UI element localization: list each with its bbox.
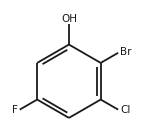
Text: F: F	[12, 105, 18, 115]
Text: OH: OH	[61, 14, 77, 24]
Text: Cl: Cl	[120, 105, 131, 115]
Text: Br: Br	[120, 47, 132, 57]
